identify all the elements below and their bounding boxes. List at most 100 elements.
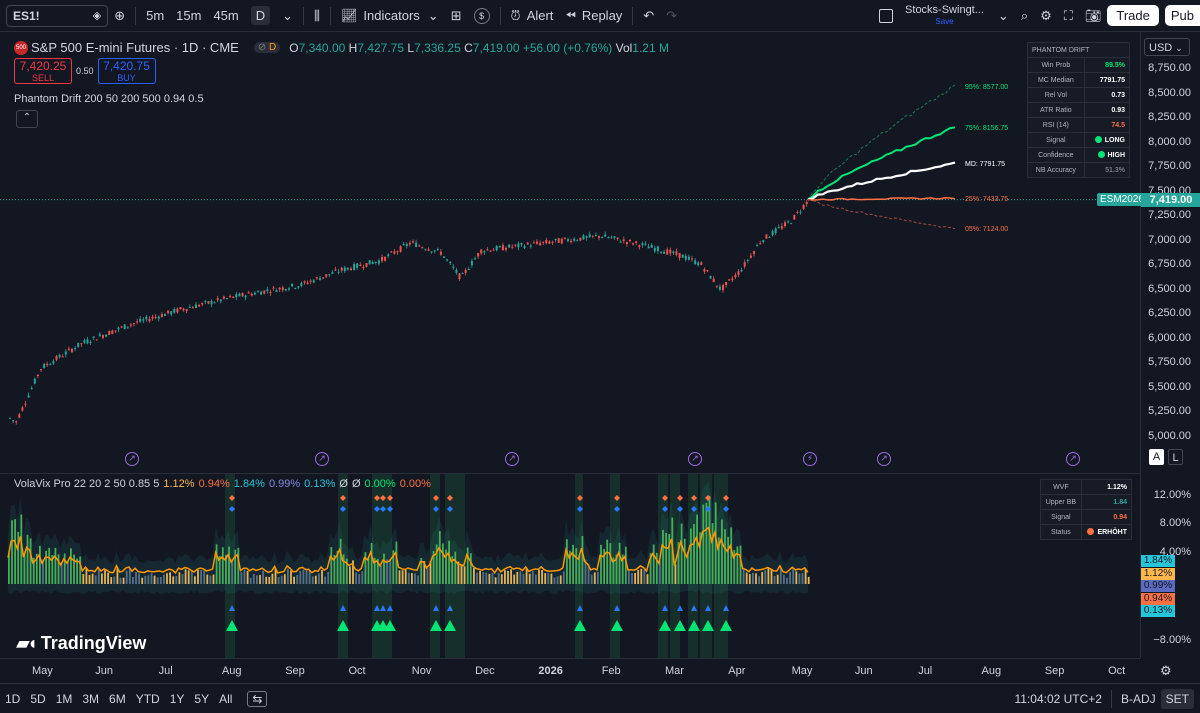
undo-icon: ↶ (643, 7, 655, 23)
price-chart-canvas[interactable] (0, 32, 1140, 472)
time-tick-label: Jul (918, 665, 933, 677)
interval-15m[interactable]: 15m (176, 8, 202, 23)
orange-diamond-marker (374, 495, 380, 501)
currency-selector[interactable]: USD ⌄ (1144, 38, 1190, 56)
wvf-bar (57, 554, 60, 584)
green-triangle-marker (720, 620, 732, 631)
publish-button[interactable]: Pub (1164, 5, 1200, 26)
event-icon[interactable]: ↗ (125, 452, 139, 466)
fullscreen-button[interactable]: ⛶ (1058, 0, 1079, 31)
session-toggle[interactable]: SET (1160, 688, 1194, 709)
layout-selector[interactable]: Stocks-Swingt... Save ⌄ (873, 0, 1015, 31)
trade-button[interactable]: Trade (1107, 5, 1159, 26)
auto-scale-button[interactable]: A (1149, 449, 1164, 465)
compare-button[interactable]: ⊕ (108, 0, 131, 31)
candle-body (263, 290, 266, 294)
wvf-bar (156, 577, 159, 584)
high-value: 7,427.75 (357, 40, 405, 55)
candle-body (337, 271, 340, 273)
phantom-drift-legend[interactable]: Phantom Drift 200 50 200 500 0.94 0.5 (14, 93, 204, 105)
price-axis[interactable]: 8,750.00 8,500.00 8,250.00 8,000.00 7,750.00… (1097, 32, 1200, 658)
orange-diamond-marker (705, 495, 711, 501)
candle-body (120, 326, 123, 328)
settings-button[interactable]: ⚙︎ (1034, 0, 1058, 31)
log-scale-button[interactable]: L (1168, 449, 1183, 465)
candle-body (312, 280, 315, 283)
vol-tick-label: 12.00% (1153, 489, 1191, 501)
chart-type-button[interactable]: ⫼ (308, 0, 326, 31)
wvf-bar (324, 576, 326, 584)
replay-button[interactable]: ⏪︎ Replay (559, 0, 628, 31)
range-5d[interactable]: 5D (30, 691, 46, 706)
redo-button[interactable]: ↷ (660, 0, 683, 31)
time-tick-label: Dec (475, 665, 495, 677)
event-icon[interactable]: ↗ (877, 452, 891, 466)
orange-diamond-marker (662, 495, 668, 501)
signal-zone (688, 474, 698, 659)
wvf-bar (758, 576, 760, 584)
candle-body (607, 237, 610, 239)
wvf-bar (705, 502, 708, 584)
range-1d[interactable]: 1D (5, 691, 21, 706)
volavix-canvas[interactable] (0, 474, 1140, 659)
projection-25-line (807, 197, 956, 201)
dividend-icon[interactable]: ⚡︎ (803, 452, 817, 466)
clock[interactable]: 11:04:02 UTC+2 (1014, 691, 1102, 706)
range-ytd[interactable]: YTD (135, 691, 160, 706)
range-1y[interactable]: 1Y (169, 691, 185, 706)
main-chart-pane[interactable] (0, 32, 1140, 472)
range-3m[interactable]: 3M (82, 691, 100, 706)
alert-button[interactable]: ⏰︎ Alert (505, 0, 560, 31)
interval-5m[interactable]: 5m (146, 8, 165, 23)
settings-gear-icon[interactable]: ⚙︎ (1160, 663, 1172, 678)
candle-body (396, 251, 399, 253)
volavix-values: 1.12% 0.94% 1.84% 0.99% 0.13% Ø Ø 0.00% 0.00% (163, 478, 431, 490)
collapse-legend-button[interactable]: ⌃ (16, 110, 38, 128)
sell-button[interactable]: 7,420.25 SELL (14, 58, 72, 84)
wvf-bar (494, 577, 497, 584)
candle-body (219, 299, 222, 302)
buy-button[interactable]: 7,420.75 BUY (97, 58, 156, 84)
vol-value-tag: 1.12% (1141, 567, 1175, 580)
close-label: C (464, 40, 473, 55)
range-6m[interactable]: 6M (109, 691, 126, 706)
quick-search-button[interactable]: ⌕ (1015, 0, 1034, 31)
time-axis[interactable]: ⚙︎ May Jun Jul Aug Sep Oct Nov Dec 2026 Feb Mar Apr… (0, 658, 1172, 683)
volavix-pane[interactable] (0, 473, 1140, 659)
indicators-button[interactable]: 📈︎ Indicators ⌄ (335, 0, 445, 31)
snapshot-button[interactable]: 📷︎ (1079, 0, 1108, 31)
candle-body (619, 241, 622, 243)
wvf-bar (742, 568, 745, 584)
range-all[interactable]: All (219, 691, 233, 706)
wvf-bar (429, 561, 432, 584)
phantom-row-value: 7791.75 (1083, 72, 1131, 88)
undo-button[interactable]: ↶ (637, 0, 660, 31)
volavix-value: 0.00% (399, 478, 431, 490)
scripts-button[interactable]: $ (468, 0, 496, 31)
symbol-search[interactable]: ES1! ◈ (6, 4, 109, 27)
volavix-value: 0.13% (304, 478, 336, 490)
candle-body (712, 278, 715, 282)
event-icon[interactable]: ↗ (315, 452, 329, 466)
volavix-legend[interactable]: VolaVix Pro 22 20 2 50 0.85 5 1.12% 0.94%… (14, 478, 431, 490)
wvf-bar (318, 573, 320, 584)
layouts-button[interactable]: ⊞ (445, 0, 468, 31)
price-tick-label: 5,000.00 (1148, 430, 1191, 442)
event-icon[interactable]: ↗ (688, 452, 702, 466)
interval-d[interactable]: D (245, 0, 276, 31)
wvf-bar (404, 569, 407, 584)
range-1m[interactable]: 1M (55, 691, 73, 706)
adjustment-toggle[interactable]: B-ADJ (1120, 691, 1156, 706)
interval-45m[interactable]: 45m (213, 8, 239, 23)
green-triangle-marker (611, 620, 623, 631)
candle-body (746, 259, 749, 261)
goto-date-icon[interactable]: ⇆ (247, 690, 268, 707)
wvf-bar (603, 549, 605, 584)
wvf-bar (628, 570, 630, 584)
range-5y[interactable]: 5Y (194, 691, 210, 706)
event-icon[interactable]: ↗ (505, 452, 519, 466)
candle-body (780, 226, 783, 229)
wvf-bar (535, 574, 537, 584)
interval-dropdown[interactable]: ⌄ (276, 0, 299, 31)
event-icon[interactable]: ↗ (1066, 452, 1080, 466)
